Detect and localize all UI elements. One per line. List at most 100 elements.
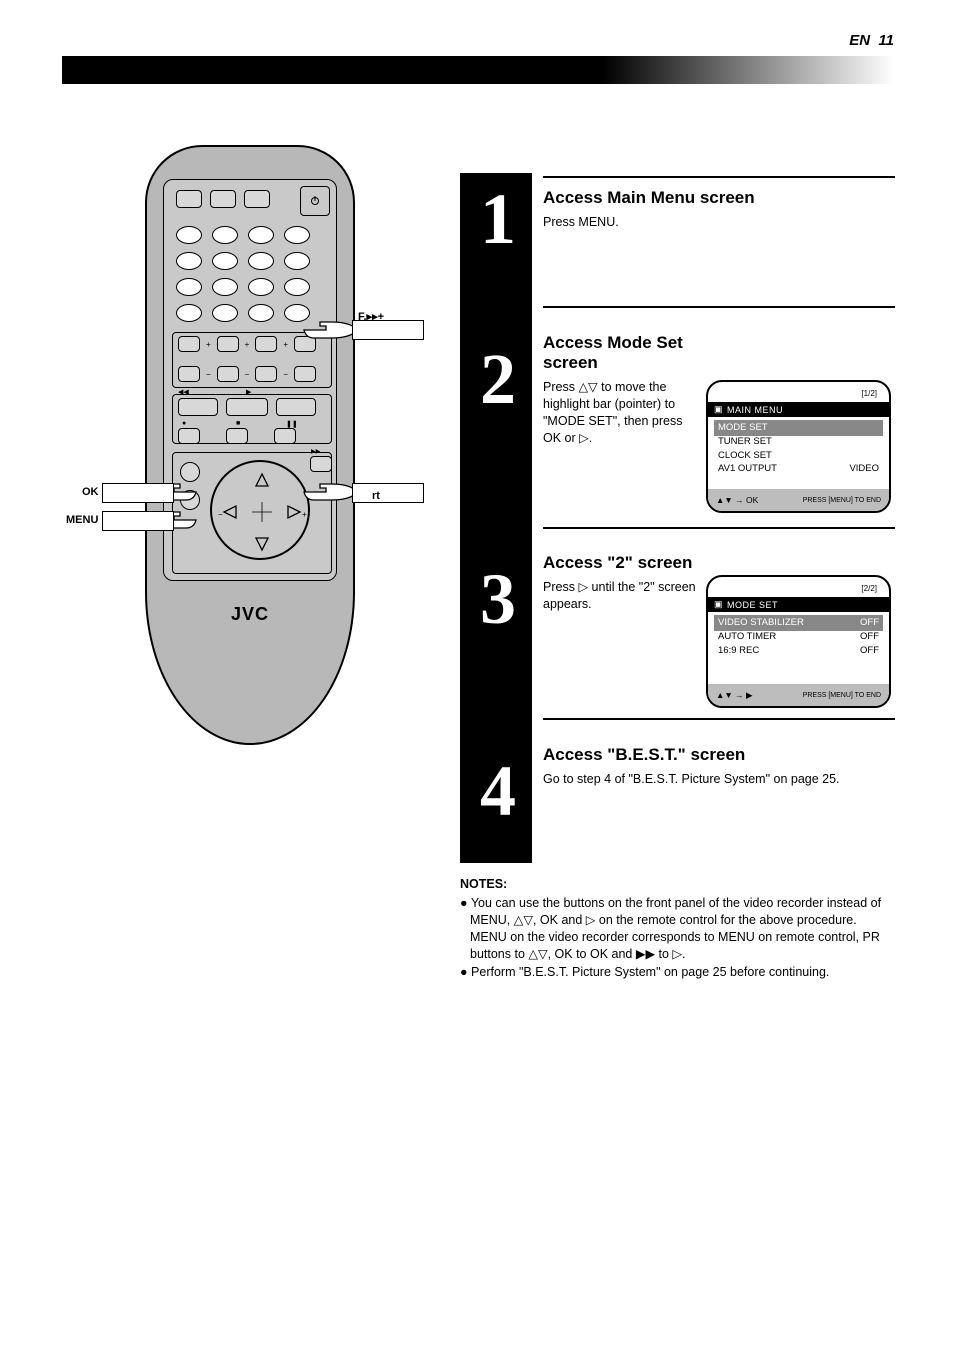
step-number: 2 bbox=[468, 338, 528, 421]
remote-btn bbox=[274, 428, 296, 444]
step-text: . bbox=[589, 431, 592, 445]
triangle-up-down-icon: △▽ bbox=[578, 380, 597, 394]
remote-btn bbox=[178, 398, 218, 416]
step-number: 1 bbox=[468, 178, 528, 261]
remote-btn bbox=[178, 428, 200, 444]
remote-btn bbox=[212, 226, 238, 244]
note-item: ● You can use the buttons on the front p… bbox=[460, 895, 892, 963]
osd-footer: ▲▼ → ▶ PRESS [MENU] TO END bbox=[708, 684, 889, 706]
note-text: You can use the buttons on the front pan… bbox=[470, 896, 881, 961]
remote-row-num2 bbox=[176, 252, 310, 270]
play-icon: ▶ bbox=[246, 388, 251, 396]
remote-row-num1 bbox=[176, 226, 310, 244]
remote-row-num3 bbox=[176, 278, 310, 296]
ff-icon: ▶▶ bbox=[311, 448, 320, 455]
remote-row-adj-bot: − − − bbox=[178, 366, 316, 382]
step-4: Access "B.E.S.T." screen Go to step 4 of… bbox=[543, 745, 895, 788]
rewind-icon: ◀◀ bbox=[178, 388, 189, 396]
step-title: Access Mode Set screen bbox=[543, 333, 703, 373]
stop-icon: ■ bbox=[236, 420, 240, 427]
minus-label: − bbox=[206, 370, 211, 379]
remote-btn bbox=[176, 252, 202, 270]
minus-label: − bbox=[245, 370, 250, 379]
step-body: Press △▽ to move the highlight bar (poin… bbox=[543, 379, 703, 447]
plus-label: + bbox=[245, 340, 250, 349]
remote-btn bbox=[176, 226, 202, 244]
remote-btn bbox=[217, 336, 239, 352]
remote-btn bbox=[212, 304, 238, 322]
page-lang: EN bbox=[849, 32, 870, 49]
osd-tab: [1/2] bbox=[861, 389, 877, 398]
osd-row-r: OFF bbox=[860, 644, 879, 658]
remote-btn bbox=[294, 366, 316, 382]
osd-row-l: CLOCK SET bbox=[718, 449, 772, 463]
notes-block: NOTES: ● You can use the buttons on the … bbox=[460, 876, 892, 981]
minus-label: − bbox=[283, 370, 288, 379]
osd-footer-hint: PRESS [MENU] TO END bbox=[803, 692, 881, 699]
osd-row-r: OFF bbox=[860, 616, 879, 630]
step-text: Press bbox=[543, 580, 578, 594]
svg-text:+: + bbox=[302, 510, 307, 519]
osd-row-l: TUNER SET bbox=[718, 435, 772, 449]
osd-title-icon: ▣ bbox=[714, 599, 723, 610]
remote-row-trans1 bbox=[178, 398, 316, 416]
callout-label-menu: MENU bbox=[66, 514, 98, 526]
dpad-arrows-icon: − + bbox=[212, 462, 312, 562]
rec-icon: ● bbox=[182, 420, 186, 427]
step-body: Press MENU. bbox=[543, 214, 895, 231]
remote-row-trans2 bbox=[178, 428, 296, 444]
osd-footer-symbols: ▲▼ → OK bbox=[716, 495, 758, 505]
step-title: Access "2" screen bbox=[543, 553, 703, 573]
power-button-frame bbox=[300, 186, 330, 216]
step-3: Access "2" screen Press ▷ until the "2" … bbox=[543, 553, 703, 613]
osd-titlebar: ▣ MAIN MENU bbox=[708, 402, 889, 417]
remote-btn bbox=[255, 336, 277, 352]
triangle-right-icon: ▷ bbox=[579, 431, 589, 445]
notes-heading: NOTES: bbox=[460, 876, 892, 893]
remote-btn bbox=[284, 278, 310, 296]
callout-box bbox=[352, 320, 424, 340]
remote-btn bbox=[244, 190, 270, 208]
remote-btn bbox=[178, 336, 200, 352]
pause-icon: ❚❚ bbox=[286, 420, 298, 428]
step-1: Access Main Menu screen Press MENU. bbox=[543, 188, 895, 231]
remote-btn bbox=[284, 226, 310, 244]
remote-row-adj-top: + + + bbox=[178, 336, 316, 352]
osd-body: MODE SET TUNER SET CLOCK SET AV1 OUTPUTV… bbox=[708, 417, 889, 480]
callout-box bbox=[102, 511, 174, 531]
osd-title: MODE SET bbox=[727, 600, 778, 610]
osd-footer-hint: PRESS [MENU] TO END bbox=[803, 497, 881, 504]
callout-label-ok: OK bbox=[82, 486, 99, 498]
step-number: 4 bbox=[468, 750, 528, 833]
osd-row: AV1 OUTPUTVIDEO bbox=[718, 462, 879, 476]
osd-tab: [2/2] bbox=[861, 584, 877, 593]
remote-btn bbox=[212, 252, 238, 270]
osd-row: AUTO TIMEROFF bbox=[718, 630, 879, 644]
remote-btn bbox=[310, 456, 332, 472]
remote-btn bbox=[178, 366, 200, 382]
osd-titlebar: ▣ MODE SET bbox=[708, 597, 889, 612]
osd-row-r: VIDEO bbox=[849, 462, 879, 476]
remote-btn bbox=[248, 278, 274, 296]
osd-body: VIDEO STABILIZER OFF AUTO TIMEROFF 16:9 R… bbox=[708, 612, 889, 661]
callout-box bbox=[102, 483, 174, 503]
remote-btn bbox=[176, 304, 202, 322]
remote-btn bbox=[248, 304, 274, 322]
divider bbox=[543, 527, 895, 529]
osd-row: MODE SET bbox=[714, 420, 883, 436]
page-number: EN 11 bbox=[849, 32, 894, 49]
divider bbox=[543, 718, 895, 720]
remote-btn bbox=[176, 190, 202, 208]
osd-row: CLOCK SET bbox=[718, 449, 879, 463]
triangle-right-icon: ▷ bbox=[578, 580, 588, 594]
notes-heading-text: NOTES: bbox=[460, 877, 507, 891]
step-2: Access Mode Set screen Press △▽ to move … bbox=[543, 333, 703, 447]
osd-row: 16:9 RECOFF bbox=[718, 644, 879, 658]
remote-row-top bbox=[176, 190, 270, 208]
remote-btn bbox=[217, 366, 239, 382]
osd-row-l: VIDEO STABILIZER bbox=[718, 616, 804, 630]
remote-btn bbox=[255, 366, 277, 382]
header-bar bbox=[62, 56, 894, 84]
divider bbox=[543, 306, 895, 308]
osd-title: MAIN MENU bbox=[727, 405, 783, 415]
